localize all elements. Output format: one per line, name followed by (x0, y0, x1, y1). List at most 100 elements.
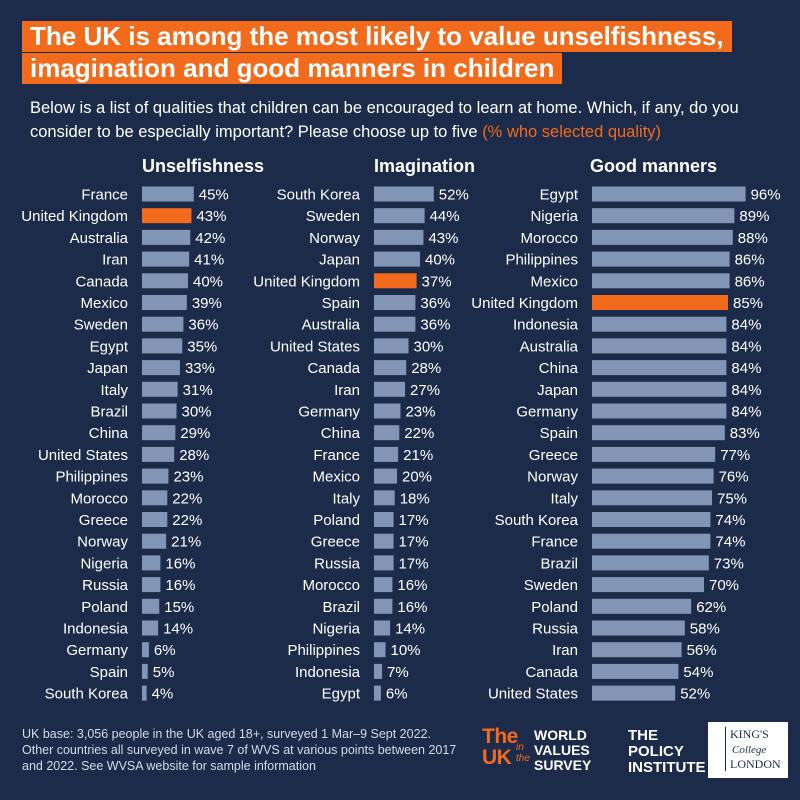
unselfishness-label-indonesia: Indonesia (63, 621, 129, 638)
kings-crest-mark (713, 727, 726, 771)
good-manners-value-australia: 84% (731, 338, 761, 355)
good-manners-label-egypt: Egypt (540, 187, 579, 204)
imagination-value-nigeria: 14% (395, 621, 425, 638)
unselfishness-label-united-states: United States (38, 447, 128, 464)
unselfishness-bar-china (142, 425, 176, 441)
imagination-label-sweden: Sweden (306, 208, 360, 225)
imagination-value-egypt: 6% (386, 686, 408, 703)
good-manners-value-poland: 62% (696, 599, 726, 616)
imagination-value-philippines: 10% (391, 642, 421, 659)
good-manners-bar-norway (592, 468, 714, 484)
unselfishness-label-mexico: Mexico (80, 295, 128, 312)
unselfishness-bar-france (142, 186, 194, 202)
good-manners-label-canada: Canada (525, 664, 578, 681)
good-manners-value-canada: 54% (683, 664, 713, 681)
unselfishness-value-nigeria: 16% (165, 555, 195, 572)
unselfishness-bar-south-korea (142, 685, 147, 701)
good-manners-label-brazil: Brazil (540, 555, 578, 572)
unselfishness-bar-mexico (142, 295, 187, 310)
imagination-bar-sweden (374, 208, 425, 224)
imagination-label-iran: Iran (334, 382, 360, 399)
imagination-value-russia: 17% (399, 555, 429, 572)
good-manners-bar-japan (592, 381, 727, 397)
imagination-value-united-states: 30% (414, 338, 444, 355)
unselfishness-value-egypt: 35% (187, 338, 217, 355)
imagination-bar-philippines (374, 642, 386, 658)
good-manners-bar-mexico (592, 273, 730, 289)
good-manners-value-united-states: 52% (680, 686, 710, 703)
good-manners-label-morocco: Morocco (520, 230, 578, 247)
unselfishness-value-greece: 22% (172, 512, 202, 529)
imagination-value-brazil: 16% (397, 599, 427, 616)
unselfishness-value-australia: 42% (195, 230, 225, 247)
imagination-bar-greece (374, 533, 394, 549)
imagination-bar-spain (374, 295, 416, 310)
unselfishness-value-united-states: 28% (179, 447, 209, 464)
imagination-label-nigeria: Nigeria (312, 621, 360, 638)
good-manners-bar-france (592, 533, 711, 549)
imagination-value-poland: 17% (399, 512, 429, 529)
good-manners-value-egypt: 96% (751, 187, 781, 204)
good-manners-bar-united-states (592, 685, 676, 701)
kings-logo-line2: College (732, 744, 767, 756)
unselfishness-value-iran: 41% (194, 252, 224, 269)
unselfishness-value-indonesia: 14% (163, 621, 193, 638)
good-manners-label-united-kingdom: United Kingdom (471, 295, 578, 312)
subtitle-question: Below is a list of qualities that childr… (30, 99, 739, 141)
unselfishness-bar-philippines (142, 468, 169, 484)
imagination-value-south-korea: 52% (439, 187, 469, 204)
good-manners-bar-spain (592, 425, 725, 441)
kings-logo-line3: LONDON (730, 757, 781, 771)
unselfishness-bar-norway (142, 533, 167, 549)
unselfishness-bar-italy (142, 381, 178, 397)
good-manners-bar-indonesia (592, 316, 727, 332)
unselfishness-bar-canada (142, 273, 188, 289)
good-manners-chart-title: Good manners (590, 156, 717, 176)
unselfishness-label-morocco: Morocco (70, 490, 128, 507)
kings-logo-line1: KING'S (730, 727, 769, 741)
imagination-label-china: China (321, 425, 361, 442)
unselfishness-bar-egypt (142, 338, 183, 354)
good-manners-bar-united-kingdom (592, 295, 728, 310)
imagination-label-norway: Norway (309, 230, 360, 247)
good-manners-label-russia: Russia (532, 621, 579, 638)
good-manners-label-spain: Spain (540, 425, 578, 442)
good-manners-bar-china (592, 360, 727, 376)
imagination-bar-south-korea (374, 186, 434, 202)
imagination-bar-indonesia (374, 663, 383, 679)
imagination-bar-morocco (374, 577, 393, 593)
imagination-bar-nigeria (374, 620, 391, 636)
good-manners-label-philippines: Philippines (505, 252, 578, 269)
unselfishness-value-brazil: 30% (182, 404, 212, 421)
good-manners-value-philippines: 86% (735, 252, 765, 269)
imagination-value-indonesia: 7% (387, 664, 409, 681)
good-manners-value-russia: 58% (690, 621, 720, 638)
imagination-bar-germany (374, 403, 401, 419)
good-manners-bar-nigeria (592, 208, 735, 224)
good-manners-value-spain: 83% (730, 425, 760, 442)
good-manners-label-norway: Norway (527, 469, 578, 486)
subtitle-accent: (% who selected quality) (482, 123, 662, 141)
good-manners-bar-iran (592, 642, 682, 658)
unselfishness-bar-indonesia (142, 620, 159, 636)
unselfishness-bar-australia (142, 229, 191, 245)
imagination-label-united-states: United States (270, 338, 360, 355)
imagination-chart-title: Imagination (374, 156, 475, 176)
good-manners-label-sweden: Sweden (524, 577, 578, 594)
good-manners-value-brazil: 73% (714, 555, 744, 572)
imagination-label-japan: Japan (319, 252, 360, 269)
good-manners-value-united-kingdom: 85% (733, 295, 763, 312)
imagination-value-united-kingdom: 37% (422, 273, 452, 290)
imagination-bar-australia (374, 316, 416, 332)
imagination-bar-united-kingdom (374, 273, 417, 289)
unselfishness-bar-united-kingdom (142, 208, 192, 224)
imagination-bar-italy (374, 490, 395, 506)
good-manners-label-china: China (539, 360, 579, 377)
imagination-label-germany: Germany (298, 404, 360, 421)
imagination-value-italy: 18% (400, 490, 430, 507)
imagination-bar-poland (374, 512, 394, 527)
good-manners-value-iran: 56% (687, 642, 717, 659)
uk-logo-text: The UK (482, 725, 518, 769)
imagination-value-iran: 27% (410, 382, 440, 399)
unselfishness-label-russia: Russia (82, 577, 129, 594)
